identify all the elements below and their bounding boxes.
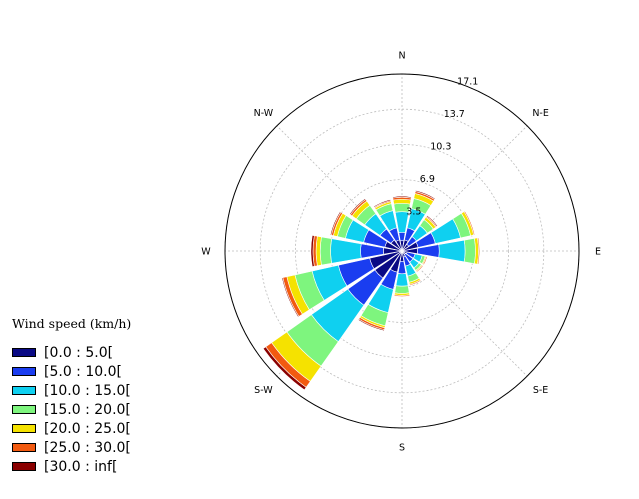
legend-label: [5.0 : 10.0[ xyxy=(44,363,122,380)
wind-bar-segment xyxy=(425,215,438,228)
wind-bar-segment xyxy=(395,273,409,287)
legend-swatch xyxy=(12,348,36,357)
legend-label: [15.0 : 20.0[ xyxy=(44,401,131,418)
wind-bar-segment xyxy=(393,294,411,297)
wind-bar-segment xyxy=(394,285,410,294)
outer-circle xyxy=(224,73,580,429)
legend-swatch xyxy=(12,443,36,452)
legend-entry: [25.0 : 30.0[ xyxy=(12,438,182,457)
wind-bar-segment xyxy=(415,264,424,273)
legend-label: [30.0 : inf[ xyxy=(44,458,118,475)
legend-label: [20.0 : 25.0[ xyxy=(44,420,131,437)
direction-label: S xyxy=(399,443,405,454)
wind-bar-segment xyxy=(330,238,362,264)
wind-bar-segment xyxy=(422,256,428,266)
wind-bar-segment xyxy=(392,195,412,199)
radial-tick-labels: 3.5 6.9 10.3 13.7 17.1 xyxy=(406,76,478,217)
direction-labels: N N-E E S-E S S-W W N-W xyxy=(201,51,601,454)
grid-spoke xyxy=(401,250,528,377)
legend-entry: [20.0 : 25.0[ xyxy=(12,419,182,438)
wind-bar-segment xyxy=(414,190,436,200)
wind-bar-segment xyxy=(438,239,466,263)
radial-tick-label: 6.9 xyxy=(420,174,435,185)
wind-bar-segment xyxy=(398,232,406,242)
wind-bar-segment xyxy=(477,237,480,265)
legend-entries: [0.0 : 5.0[ [5.0 : 10.0[ [10.0 : 15.0[ [15.… xyxy=(12,343,182,476)
direction-label: S-W xyxy=(254,385,273,396)
legend: Wind speed (km/h) [0.0 : 5.0[ [5.0 : 10.0… xyxy=(12,316,182,476)
legend-entry: [15.0 : 20.0[ xyxy=(12,400,182,419)
legend-label: [0.0 : 5.0[ xyxy=(44,344,114,361)
wind-bar-segment xyxy=(373,199,392,208)
legend-label: [25.0 : 30.0[ xyxy=(44,439,131,456)
legend-entry: [5.0 : 10.0[ xyxy=(12,362,182,381)
legend-swatch xyxy=(12,405,36,414)
wind-bar-segment xyxy=(262,346,307,391)
direction-label: N xyxy=(398,51,405,62)
legend-label: [10.0 : 15.0[ xyxy=(44,382,131,399)
wind-bar-segment xyxy=(349,198,367,216)
legend-swatch xyxy=(12,386,36,395)
legend-entry: [10.0 : 15.0[ xyxy=(12,381,182,400)
wind-bar-segment xyxy=(319,236,332,266)
legend-swatch xyxy=(12,462,36,471)
direction-label: N-W xyxy=(254,108,274,119)
wind-bars xyxy=(262,190,480,391)
legend-entry: [30.0 : inf[ xyxy=(12,457,182,476)
direction-label: E xyxy=(595,247,601,258)
wind-bar-segment xyxy=(409,279,422,286)
direction-label: N-E xyxy=(532,108,549,119)
grid-ring xyxy=(294,143,510,359)
wind-bar-segment xyxy=(463,238,476,264)
wind-bar-segment xyxy=(357,318,385,332)
wind-bar-segment xyxy=(463,210,476,236)
radial-tick-label: 10.3 xyxy=(430,142,451,153)
legend-entry: [0.0 : 5.0[ xyxy=(12,343,182,362)
wind-bar-segment xyxy=(281,277,300,318)
wind-bar-segment xyxy=(392,198,412,205)
direction-label: W xyxy=(201,247,211,258)
radial-tick-label: 17.1 xyxy=(457,76,478,87)
legend-swatch xyxy=(12,424,36,433)
wind-bar-segment xyxy=(310,234,315,268)
radial-tick-label: 3.5 xyxy=(406,207,421,218)
legend-title: Wind speed (km/h) xyxy=(12,316,132,331)
radial-tick-label: 13.7 xyxy=(444,109,465,120)
legend-swatch xyxy=(12,367,36,376)
direction-label: S-E xyxy=(533,385,548,396)
wind-bar-segment xyxy=(329,211,342,236)
